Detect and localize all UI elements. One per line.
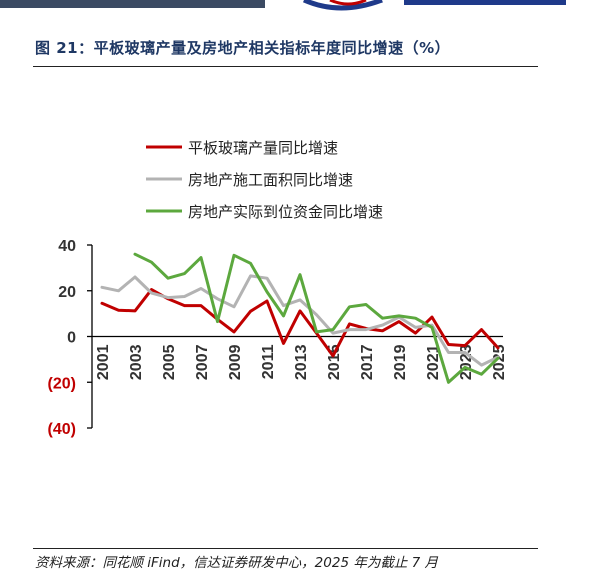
x-tick-label: 2021 bbox=[425, 344, 442, 380]
x-tick-label: 2011 bbox=[260, 344, 277, 379]
x-tick-label: 2025 bbox=[491, 344, 508, 380]
x-tick-label: 2017 bbox=[359, 344, 376, 380]
x-tick-label: 2007 bbox=[194, 344, 211, 380]
title-divider bbox=[33, 66, 538, 67]
y-tick-label: (40) bbox=[48, 421, 76, 438]
series-layer bbox=[100, 252, 500, 384]
x-tick-label: 2005 bbox=[161, 344, 178, 380]
series-line-3 bbox=[133, 252, 500, 384]
series-line-2 bbox=[100, 274, 500, 367]
legend-label-2: 房地产施工面积同比增速 bbox=[188, 171, 353, 189]
figure-title: 图 21：平板玻璃产量及房地产相关指标年度同比增速（%） bbox=[35, 39, 451, 57]
x-tick-label: 2023 bbox=[458, 344, 475, 380]
logo-swoosh bbox=[302, 0, 383, 11]
header-bar bbox=[0, 0, 265, 8]
x-axis: 2001 2003 2005 2007 2009 2011 2013 2015 2017 2019… bbox=[92, 335, 508, 380]
x-tick-label: 2019 bbox=[392, 344, 409, 380]
y-tick-label: 40 bbox=[58, 238, 76, 255]
y-tick-label: 0 bbox=[67, 330, 76, 347]
x-tick-label: 2001 bbox=[95, 344, 112, 380]
x-tick-label: 2009 bbox=[227, 344, 244, 380]
source-note: 资料来源：同花顺 iFind，信达证券研发中心，2025 年为截止 7 月 bbox=[35, 555, 439, 571]
y-tick-label: (20) bbox=[48, 375, 76, 392]
x-tick-label: 2013 bbox=[293, 344, 310, 380]
source-divider bbox=[33, 548, 538, 549]
x-tick-label: 2003 bbox=[128, 344, 145, 380]
logo-wordmark bbox=[404, 0, 566, 5]
y-tick-label: 20 bbox=[58, 284, 76, 301]
y-axis: 40 20 0 (20) (40) bbox=[48, 238, 93, 438]
legend-label-3: 房地产实际到位资金同比增速 bbox=[188, 203, 383, 221]
legend-label-1: 平板玻璃产量同比增速 bbox=[188, 139, 338, 157]
brand-logo bbox=[302, 0, 566, 11]
logo-swoosh-red bbox=[329, 0, 367, 6]
